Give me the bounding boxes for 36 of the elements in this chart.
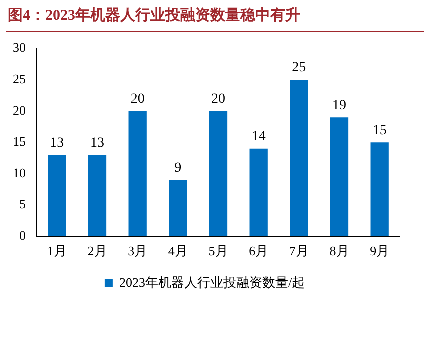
chart-title: 图4：2023年机器人行业投融资数量稳中有升 — [8, 6, 300, 25]
x-tick-label: 6月 — [249, 244, 269, 259]
y-tick-label: 15 — [13, 134, 26, 150]
x-tick-label: 4月 — [168, 244, 188, 259]
data-label: 15 — [372, 123, 387, 138]
data-label: 19 — [332, 98, 346, 114]
y-tick-label: 20 — [13, 102, 26, 118]
bar — [169, 180, 188, 236]
y-tick-label: 25 — [13, 71, 26, 86]
y-tick-label: 10 — [13, 165, 26, 180]
y-tick-label: 0 — [20, 228, 26, 243]
data-label: 14 — [252, 130, 266, 145]
data-label: 13 — [50, 136, 64, 151]
data-label: 13 — [90, 136, 104, 151]
bar — [250, 148, 268, 236]
data-label: 20 — [212, 92, 226, 108]
bar — [290, 80, 308, 236]
x-tick-label: 5月 — [208, 244, 228, 259]
bar — [128, 111, 147, 236]
y-tick-label: 30 — [13, 40, 26, 56]
x-tick-label: 3月 — [128, 244, 148, 259]
legend-label: 2023年机器人行业投融资数量/起 — [119, 274, 306, 290]
x-tick-label: 1月 — [47, 244, 67, 259]
bar — [48, 155, 66, 236]
bar — [88, 155, 107, 236]
x-tick-label: 7月 — [289, 244, 309, 259]
data-label: 20 — [130, 92, 145, 108]
y-tick-label: 5 — [20, 196, 26, 212]
bar — [370, 142, 389, 236]
data-label: 9 — [174, 160, 182, 176]
x-tick-label: 8月 — [330, 244, 350, 259]
x-tick-label: 9月 — [370, 244, 390, 259]
bar — [330, 118, 349, 236]
bar — [209, 111, 228, 236]
x-tick-label: 2月 — [88, 244, 108, 259]
data-label: 25 — [292, 60, 306, 76]
